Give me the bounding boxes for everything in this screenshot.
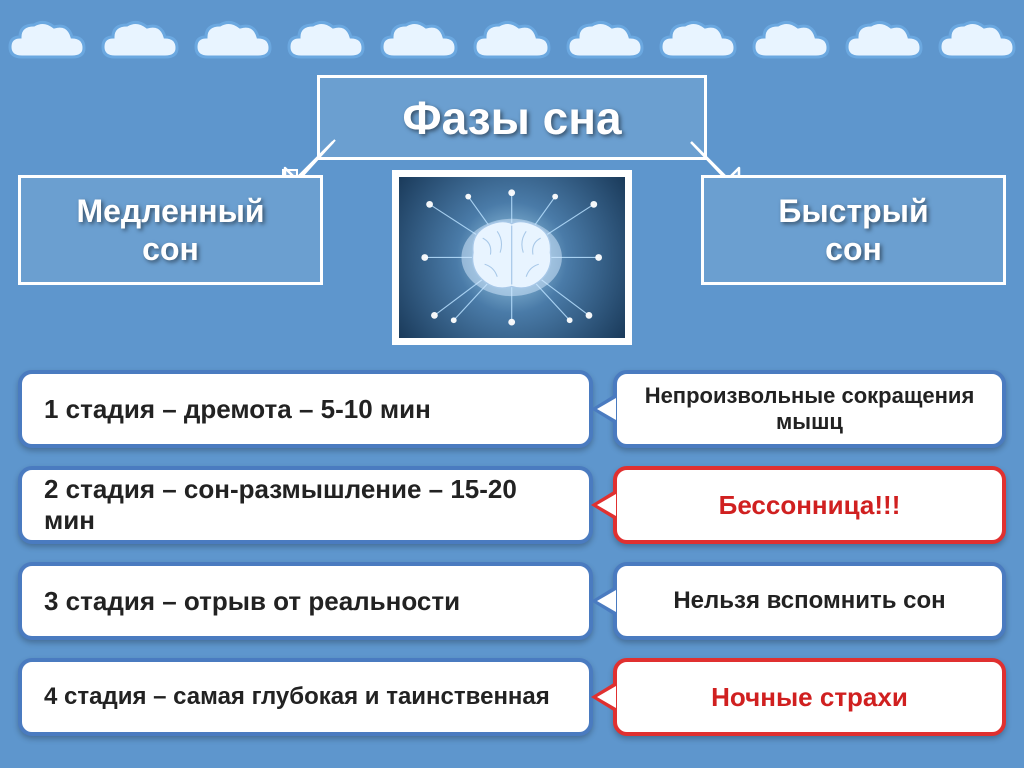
stage-left-text: 2 стадия – сон-размышление – 15-20 мин (44, 474, 567, 536)
title-text: Фазы сна (402, 91, 621, 145)
cloud-icon (560, 15, 650, 70)
stage-right-text: Ночные страхи (711, 682, 908, 713)
stage-rows: 1 стадия – дремота – 5-10 мин Непроизволь… (18, 370, 1006, 754)
cloud-icon (188, 15, 278, 70)
stage-right-text: Нельзя вспомнить сон (673, 587, 945, 615)
stage-right-cell: Непроизвольные сокращения мышц (613, 370, 1006, 448)
stage-right-text: Непроизвольные сокращения мышц (639, 383, 980, 435)
stage-left-cell: 1 стадия – дремота – 5-10 мин (18, 370, 593, 448)
cloud-icon (467, 15, 557, 70)
cloud-icon (653, 15, 743, 70)
stage-left-text: 3 стадия – отрыв от реальности (44, 586, 460, 617)
stage-left-text: 4 стадия – самая глубокая и таинственная (44, 683, 550, 711)
cloud-icon (2, 15, 92, 70)
stage-left-cell: 4 стадия – самая глубокая и таинственная (18, 658, 593, 736)
left-heading-box: Медленныйсон (18, 175, 323, 285)
brain-image (392, 170, 632, 345)
cloud-icon (746, 15, 836, 70)
cloud-row (0, 0, 1024, 85)
stage-row: 3 стадия – отрыв от реальности Нельзя всп… (18, 562, 1006, 640)
stage-right-cell: Бессонница!!! (613, 466, 1006, 544)
stage-row: 1 стадия – дремота – 5-10 мин Непроизволь… (18, 370, 1006, 448)
left-heading-text: Медленныйсон (76, 192, 264, 269)
right-heading-text: Быстрыйсон (778, 192, 928, 269)
cloud-icon (839, 15, 929, 70)
cloud-icon (932, 15, 1022, 70)
stage-left-cell: 3 стадия – отрыв от реальности (18, 562, 593, 640)
stage-right-text: Бессонница!!! (719, 490, 901, 521)
stage-left-cell: 2 стадия – сон-размышление – 15-20 мин (18, 466, 593, 544)
stage-row: 4 стадия – самая глубокая и таинственная… (18, 658, 1006, 736)
cloud-icon (281, 15, 371, 70)
stage-right-cell: Нельзя вспомнить сон (613, 562, 1006, 640)
cloud-icon (374, 15, 464, 70)
stage-row: 2 стадия – сон-размышление – 15-20 мин Бе… (18, 466, 1006, 544)
stage-right-cell: Ночные страхи (613, 658, 1006, 736)
cloud-icon (95, 15, 185, 70)
right-heading-box: Быстрыйсон (701, 175, 1006, 285)
stage-left-text: 1 стадия – дремота – 5-10 мин (44, 394, 431, 425)
title-box: Фазы сна (317, 75, 707, 160)
